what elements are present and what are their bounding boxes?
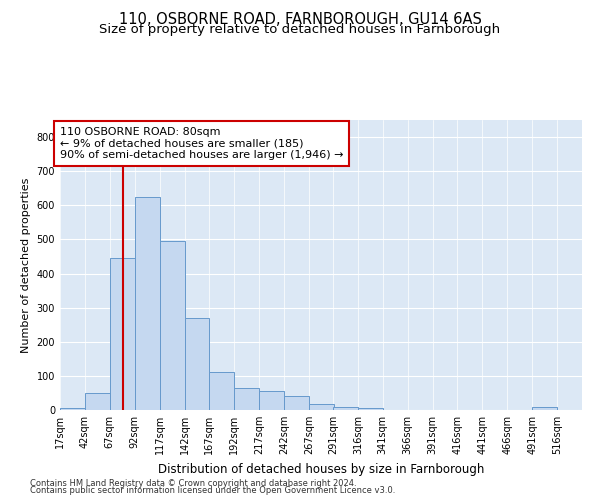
Bar bbox=[309, 404, 334, 410]
Bar bbox=[209, 372, 235, 410]
Bar bbox=[135, 197, 160, 410]
Text: 110 OSBORNE ROAD: 80sqm
← 9% of detached houses are smaller (185)
90% of semi-de: 110 OSBORNE ROAD: 80sqm ← 9% of detached… bbox=[60, 127, 343, 160]
Bar bbox=[284, 396, 309, 410]
X-axis label: Distribution of detached houses by size in Farnborough: Distribution of detached houses by size … bbox=[158, 462, 484, 475]
Bar bbox=[358, 408, 383, 410]
Bar bbox=[160, 241, 185, 410]
Bar bbox=[235, 388, 259, 410]
Bar bbox=[532, 408, 557, 410]
Bar bbox=[259, 391, 284, 410]
Text: 110, OSBORNE ROAD, FARNBOROUGH, GU14 6AS: 110, OSBORNE ROAD, FARNBOROUGH, GU14 6AS bbox=[119, 12, 481, 28]
Bar bbox=[60, 408, 85, 410]
Text: Contains public sector information licensed under the Open Government Licence v3: Contains public sector information licen… bbox=[30, 486, 395, 495]
Text: Size of property relative to detached houses in Farnborough: Size of property relative to detached ho… bbox=[100, 22, 500, 36]
Bar bbox=[85, 393, 110, 410]
Text: Contains HM Land Registry data © Crown copyright and database right 2024.: Contains HM Land Registry data © Crown c… bbox=[30, 478, 356, 488]
Y-axis label: Number of detached properties: Number of detached properties bbox=[21, 178, 31, 352]
Bar bbox=[110, 258, 135, 410]
Bar bbox=[333, 408, 358, 410]
Bar bbox=[185, 318, 209, 410]
